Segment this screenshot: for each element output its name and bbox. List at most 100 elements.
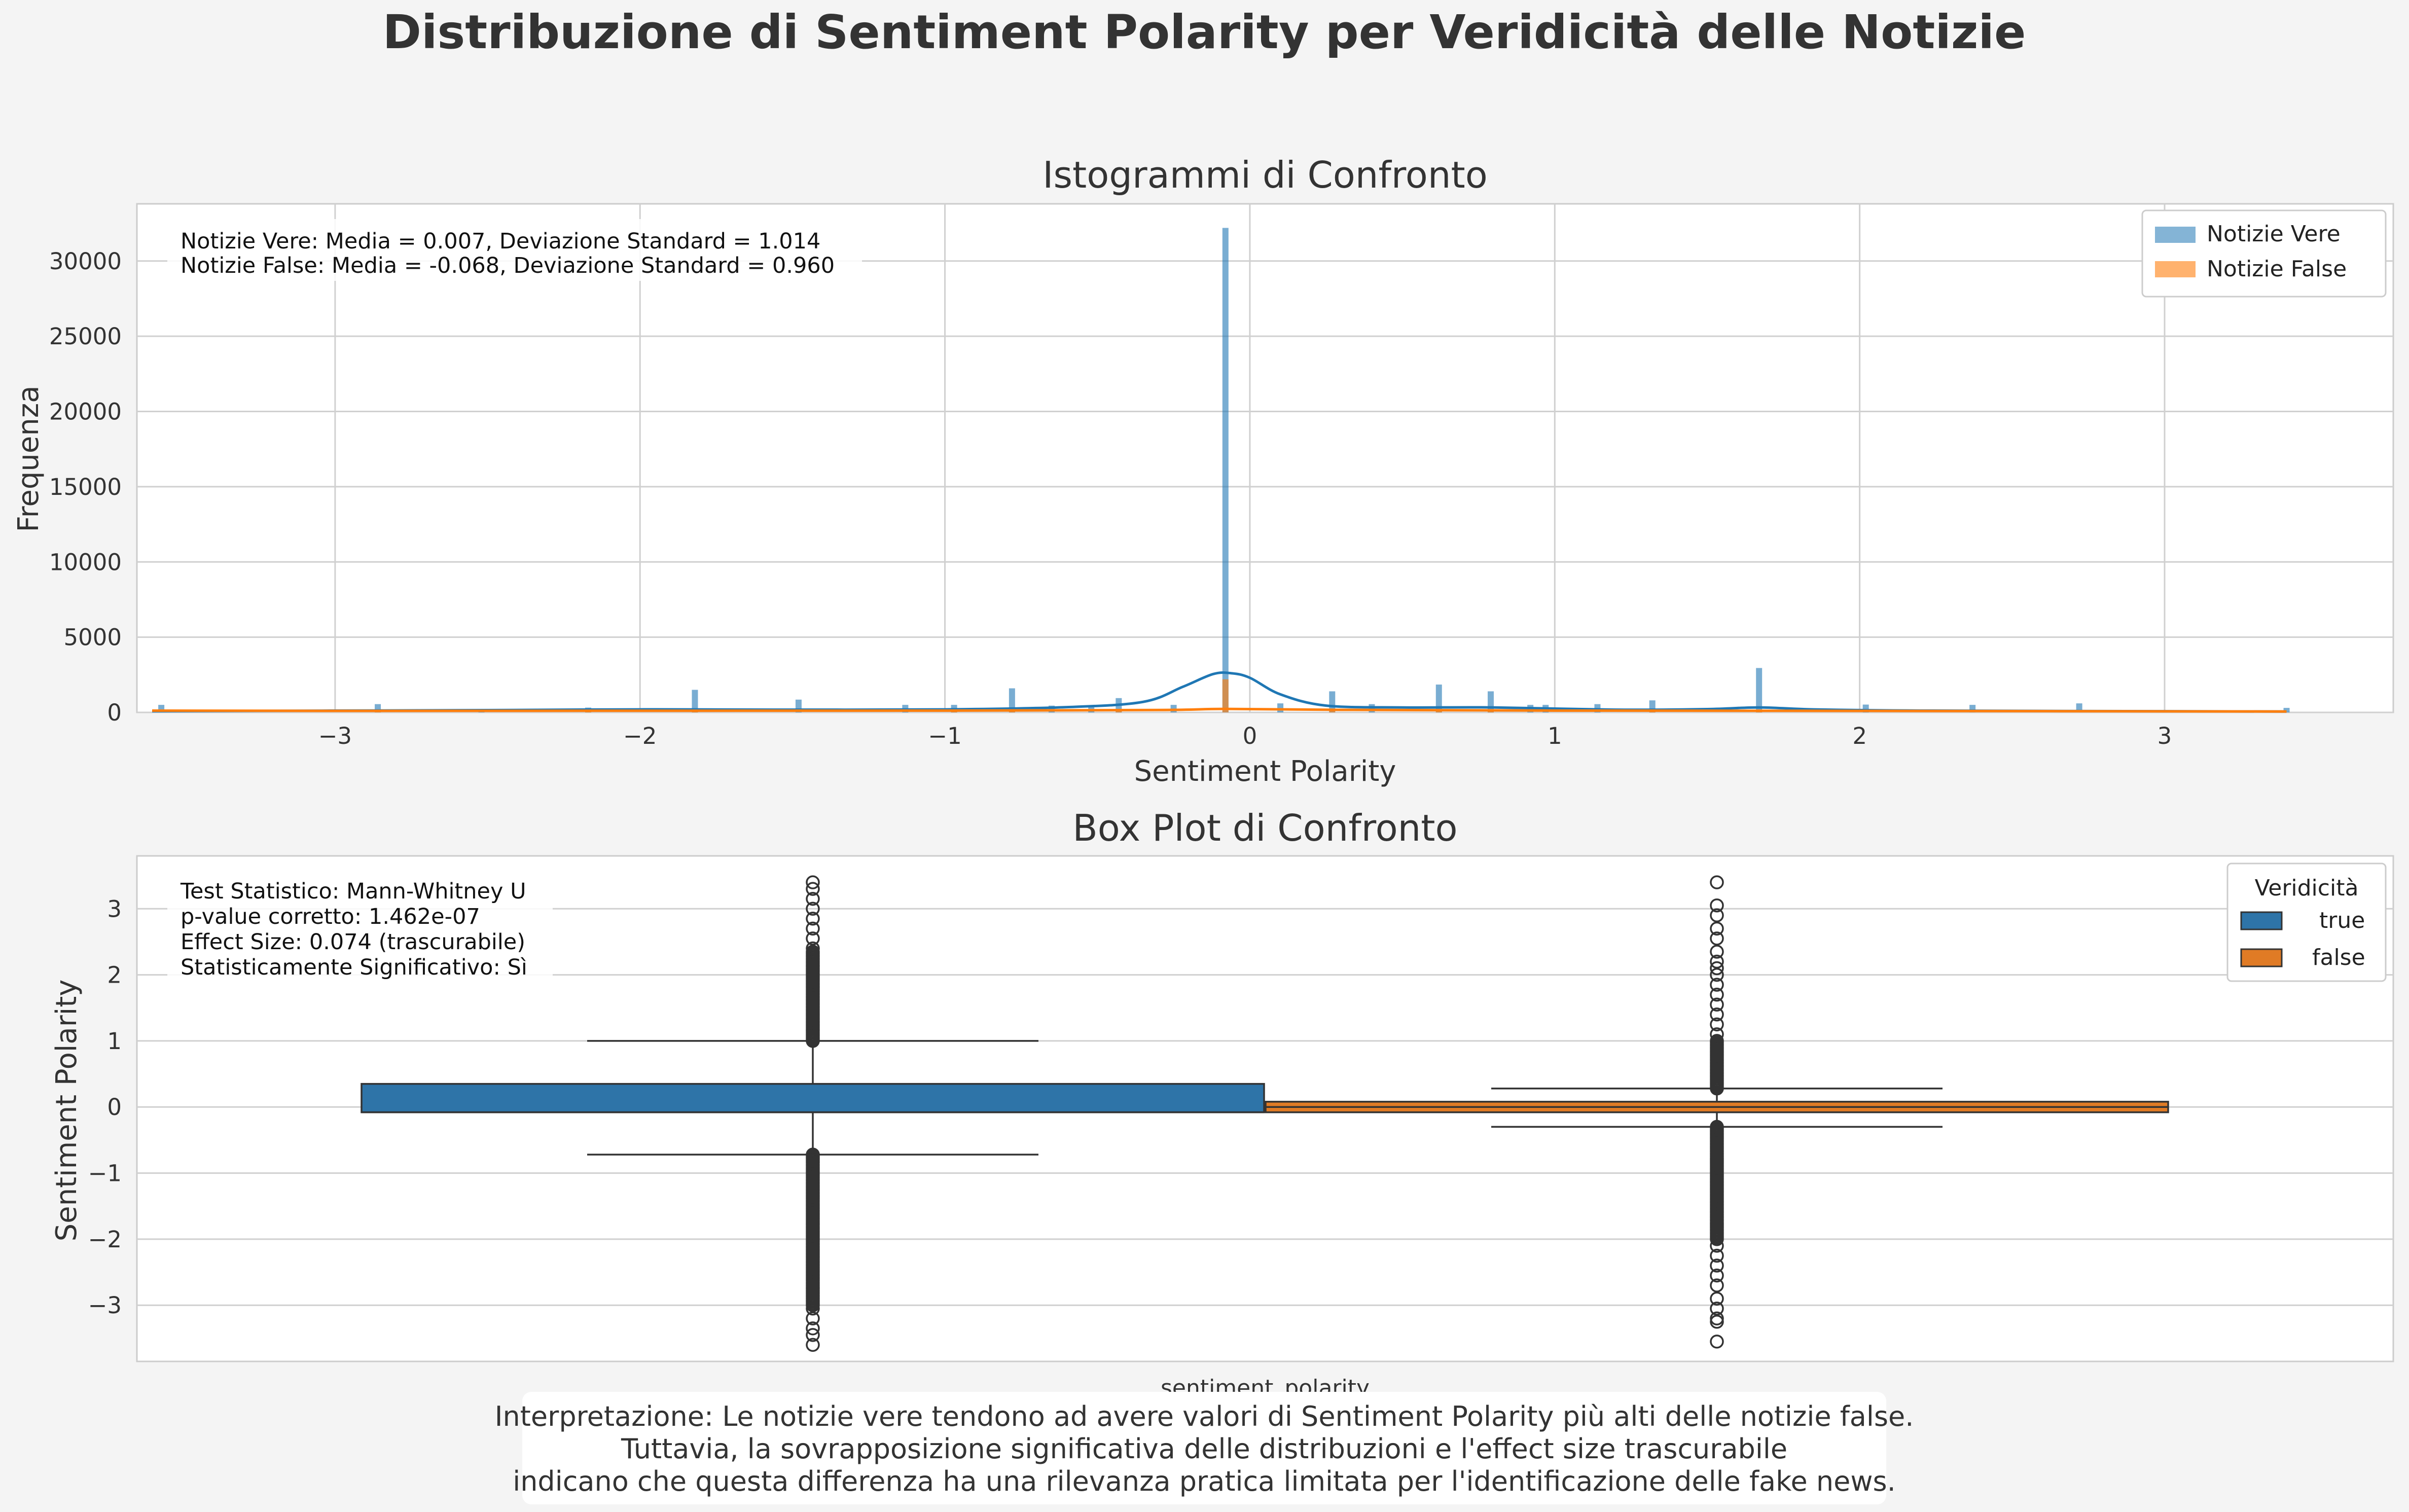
h-ytick-label: 15000 [49, 474, 122, 500]
bar-notizie-vere [2283, 708, 2290, 712]
stats-pvalue: p-value corretto: 1.462e-07 [181, 904, 480, 929]
bar-notizie-false [1222, 679, 1229, 712]
boxplot-y-tick-labels: −3 −2 −1 0 1 2 3 [88, 895, 122, 1319]
legend-swatch-false [2240, 948, 2283, 967]
histogram-x-tick-labels: −3 −2 −1 0 1 2 3 [318, 723, 2172, 749]
legend-swatch-notizie-false [2155, 261, 2196, 277]
b-ytick-label: −2 [88, 1226, 122, 1253]
legend-label-false: false [2312, 945, 2365, 970]
h-ytick-label: 0 [107, 699, 122, 726]
box-false-outlier [1710, 1027, 1724, 1041]
stats-test: Test Statistico: Mann-Whitney U [180, 879, 526, 904]
box-false-outlier [1710, 1034, 1724, 1048]
b-ytick-label: 1 [107, 1028, 122, 1055]
box-false-outlier [1710, 1335, 1724, 1349]
h-xtick-label: 0 [1243, 723, 1257, 749]
h-ytick-label: 20000 [49, 399, 122, 425]
box-false-outlier [1710, 898, 1724, 913]
b-ytick-label: −3 [88, 1292, 122, 1319]
box-false-outlier [1710, 1248, 1724, 1263]
bar-notizie-vere [1435, 685, 1442, 712]
box-false-outlier [1710, 997, 1724, 1012]
box-false-outlier [1710, 987, 1724, 1002]
bar-notizie-vere [1277, 703, 1284, 712]
legend-label-true: true [2319, 908, 2365, 933]
b-ytick-label: 0 [107, 1094, 122, 1121]
box-true-outlier [806, 875, 820, 889]
box-false-outlier [1710, 1301, 1724, 1316]
interpretation-line-3: indicano che questa differenza ha una ri… [513, 1465, 1896, 1497]
legend-label-notizie-vere: Notizie Vere [2207, 221, 2341, 247]
interpretation-line-1: Interpretazione: Le notizie vere tendono… [495, 1400, 1914, 1432]
h-xtick-label: 1 [1548, 723, 1562, 749]
legend-label-notizie-false: Notizie False [2207, 256, 2347, 282]
box-false-outlier [1710, 1239, 1724, 1253]
interpretation-line-2: Tuttavia, la sovrapposizione significati… [621, 1433, 1787, 1465]
histogram-x-axis-label: Sentiment Polarity [1134, 755, 1396, 788]
h-ytick-label: 25000 [49, 323, 122, 350]
boxplot-legend: Veridicità true false [2226, 862, 2387, 982]
box-true-outlier [806, 941, 820, 956]
stats-significant: Statisticamente Significativo: Sì [181, 955, 527, 980]
box-true-outlier [806, 1321, 820, 1336]
bar-notizie-vere [1222, 228, 1229, 713]
h-ytick-label: 10000 [49, 549, 122, 575]
legend-swatch-notizie-vere [2155, 227, 2196, 243]
box-true-outlier [806, 931, 820, 946]
box-false-outlier [1710, 978, 1724, 992]
box-false-outlier [1710, 908, 1724, 923]
stats-line-false: Notizie False: Media = -0.068, Deviazion… [181, 253, 835, 278]
kde-line-notizie-false [152, 707, 2287, 713]
box-false-outlier [1710, 954, 1724, 969]
box-false-outlier [1710, 1258, 1724, 1273]
h-ytick-label: 30000 [49, 248, 122, 275]
box-true-outlier [806, 1338, 820, 1352]
bar-notizie-vere [692, 690, 698, 712]
histogram-plot-area [136, 203, 2394, 713]
h-xtick-label: −2 [623, 723, 657, 749]
histogram-stats-annotation: Notizie Vere: Media = 0.007, Deviazione … [167, 219, 862, 281]
b-ytick-label: −1 [88, 1160, 122, 1187]
box-false-outlier [1710, 945, 1724, 959]
legend-swatch-true [2240, 911, 2283, 930]
histogram-y-axis-label: Frequenza [12, 385, 45, 532]
b-ytick-label: 3 [107, 895, 122, 922]
b-ytick-label: 2 [107, 962, 122, 989]
h-xtick-label: −1 [928, 723, 961, 749]
histogram-title: Istogrammi di Confronto [1042, 154, 1488, 196]
boxplot-boxes [361, 1040, 2169, 1156]
box-false-outlier [1710, 967, 1724, 982]
box-false-outlier [1710, 1291, 1724, 1306]
histogram-legend: Notizie Vere Notizie False [2141, 209, 2387, 298]
stats-line-vere: Notizie Vere: Media = 0.007, Deviazione … [181, 229, 820, 254]
box-false-outlier [1710, 961, 1724, 976]
box-false-outlier [1710, 921, 1724, 936]
h-ytick-label: 5000 [63, 624, 122, 651]
bar-notizie-vere [1756, 668, 1763, 712]
box-false-outlier [1710, 875, 1724, 889]
boxplot-legend-title: Veridicità [2255, 875, 2359, 901]
h-xtick-label: −3 [318, 723, 352, 749]
box-true-outlier [806, 1328, 820, 1342]
box-true-outlier [806, 891, 820, 906]
box-true-outlier [806, 921, 820, 936]
box-false-outlier [1710, 1232, 1724, 1246]
box-true-outlier [806, 1311, 820, 1326]
box-true-outlier [806, 1301, 820, 1316]
box-false-outlier [1710, 1315, 1724, 1329]
box-true-outlier [806, 882, 820, 896]
histogram-y-tick-labels: 0 5000 10000 15000 20000 25000 30000 [49, 248, 122, 726]
boxplot-y-axis-label: Sentiment Polarity [50, 980, 83, 1242]
box-true-outlier [806, 912, 820, 926]
boxplot-stats-annotation: Test Statistico: Mann-Whitney U p-value … [167, 871, 553, 993]
h-xtick-label: 2 [1852, 723, 1867, 749]
figure-title: Distribuzione di Sentiment Polarity per … [383, 5, 2026, 59]
box-true-iqr [361, 1083, 1265, 1113]
box-false-outlier [1710, 1278, 1724, 1292]
bar-notizie-vere [1009, 688, 1015, 712]
h-xtick-label: 3 [2158, 723, 2172, 749]
boxplot-title: Box Plot di Confronto [1072, 807, 1457, 849]
box-false-outlier [1710, 1007, 1724, 1022]
